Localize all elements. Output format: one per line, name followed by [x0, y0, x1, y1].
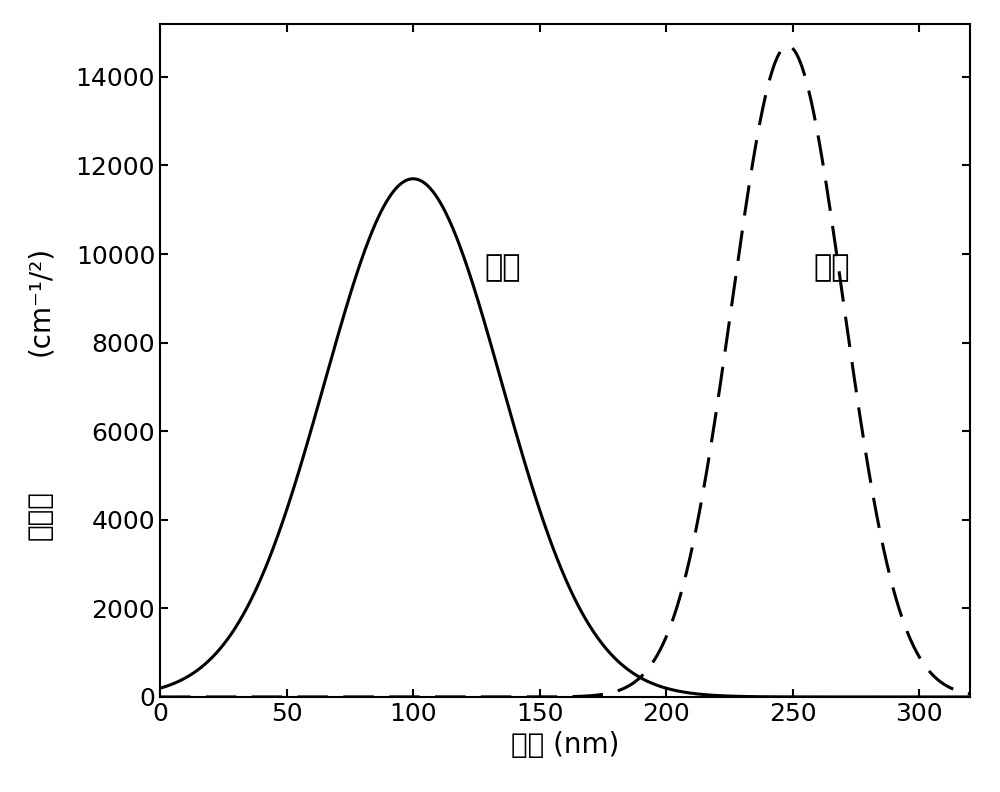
Text: 波函数: 波函数 [26, 490, 54, 539]
Text: (cm⁻¹/²): (cm⁻¹/²) [26, 246, 54, 356]
X-axis label: 坐标 (nm): 坐标 (nm) [511, 731, 619, 760]
Text: 空穴: 空穴 [813, 253, 850, 282]
Text: 电子: 电子 [484, 253, 520, 282]
